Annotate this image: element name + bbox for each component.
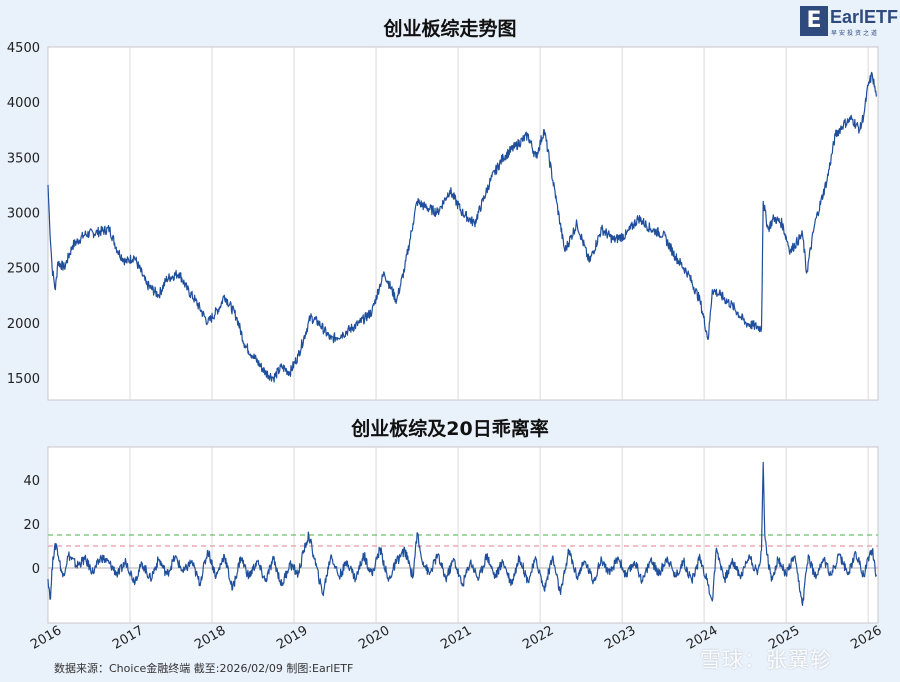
source-note: 数据来源：Choice金融终端 截至:2026/02/09 制图:EarlETF xyxy=(54,662,354,675)
y-tick-label: 0 xyxy=(32,562,40,577)
y-tick-label: 4000 xyxy=(7,96,40,111)
x-tick-label: 2020 xyxy=(356,623,392,653)
x-tick-label: 2022 xyxy=(520,623,556,653)
watermark: 雪球：张翼轸 xyxy=(700,648,832,672)
y-tick-label: 2000 xyxy=(7,317,40,332)
series-line-deviation xyxy=(47,461,877,606)
y-tick-label: 20 xyxy=(23,518,40,533)
top-plot-area xyxy=(47,46,879,401)
x-tick-label: 2018 xyxy=(192,623,228,653)
bottom-chart-title: 创业板综及20日乖离率 xyxy=(351,418,549,440)
x-tick-label: 2016 xyxy=(28,623,64,653)
y-tick-label: 2500 xyxy=(7,262,40,277)
top-chart-title: 创业板综走势图 xyxy=(383,18,517,40)
y-tick-label: 40 xyxy=(23,474,40,489)
x-tick-label: 2026 xyxy=(848,623,884,653)
logo-text: EarlETF xyxy=(830,7,899,27)
y-tick-label: 4500 xyxy=(7,41,40,56)
logo-mark-icon: E xyxy=(800,6,828,36)
y-tick-label: 3500 xyxy=(7,151,40,166)
x-tick-label: 2021 xyxy=(438,623,474,653)
y-tick-label: 3000 xyxy=(7,206,40,221)
x-tick-label: 2023 xyxy=(602,623,638,653)
series-line-index xyxy=(47,71,877,383)
x-tick-label: 2019 xyxy=(274,623,310,653)
y-tick-label: 1500 xyxy=(7,372,40,387)
earletf-logo: E EarlETF 早安投资之道 xyxy=(800,6,898,37)
x-tick-label: 2017 xyxy=(110,623,146,653)
logo-subtitle: 早安投资之道 xyxy=(831,30,880,37)
